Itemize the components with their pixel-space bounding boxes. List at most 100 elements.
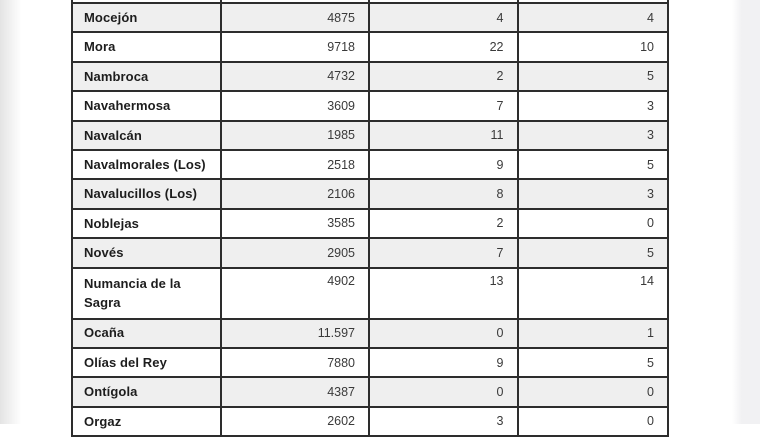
- value2: 0: [496, 384, 504, 399]
- municipality-name: Navalcán: [84, 127, 142, 143]
- municipality-name-cell: Mora: [73, 33, 222, 61]
- value3: 5: [647, 69, 654, 84]
- municipality-name: Ontígola: [84, 384, 138, 400]
- table-row: Mocejón 4875 4 4: [73, 4, 668, 34]
- value2-cell: 13: [370, 268, 519, 318]
- value2-cell: 2: [370, 209, 519, 238]
- table-row: Noblejas 3585 2 0: [73, 209, 667, 240]
- value1: 1985: [327, 128, 355, 143]
- value1-cell: 7880: [222, 348, 370, 377]
- table-row: Mora 9718 22 10: [73, 33, 667, 63]
- value3-cell: 4: [519, 4, 668, 31]
- municipality-name-cell: Noblejas: [73, 209, 222, 238]
- value3-cell: 5: [519, 151, 668, 178]
- value2-cell: 9: [370, 150, 519, 179]
- value3: 0: [647, 216, 654, 231]
- value1: 7880: [327, 355, 355, 370]
- municipality-name: Navalmorales (Los): [84, 156, 206, 172]
- value2: 2: [496, 216, 504, 231]
- municipality-name: Nambroca: [84, 68, 149, 84]
- value3: 4: [647, 10, 654, 25]
- value1-cell: 4875: [222, 4, 370, 32]
- municipality-name-cell: Navalmorales (Los): [73, 150, 222, 179]
- value2-cell: 2: [370, 62, 519, 91]
- value2: 22: [489, 40, 504, 55]
- municipality-name-cell: Mocejón: [73, 4, 222, 32]
- value3-cell: 3: [519, 92, 668, 119]
- municipality-name-cell: Navahermosa: [73, 92, 222, 120]
- value3-cell: 14: [519, 269, 668, 318]
- value1: 2602: [327, 414, 355, 429]
- value2-cell: 0: [370, 319, 519, 347]
- value1: 11.597: [317, 326, 355, 341]
- cut-cell: [222, 0, 370, 2]
- value1-cell: 11.597: [222, 319, 370, 347]
- page-margin-shade-left: [0, 0, 24, 424]
- value2-cell: 4: [370, 4, 519, 32]
- value3: 0: [647, 414, 654, 429]
- page-margin-shade-right: [732, 0, 760, 424]
- table-row: Novés 2905 7 5: [73, 239, 668, 269]
- municipality-name-cell: Ocaña: [73, 319, 222, 347]
- municipality-name-cell: Navalcán: [73, 121, 222, 149]
- value1-cell: 9718: [222, 33, 370, 61]
- municipality-name-cell: Olías del Rey: [73, 348, 222, 377]
- table-row: Ontígola 4387 0 0: [73, 378, 668, 408]
- value1-cell: 1985: [222, 121, 370, 149]
- value3-cell: 0: [519, 378, 668, 405]
- value3: 5: [647, 355, 654, 370]
- value3: 5: [647, 157, 654, 172]
- value3-cell: 1: [519, 320, 668, 347]
- value1: 2905: [327, 245, 355, 260]
- value1: 3585: [327, 216, 355, 231]
- value2: 0: [496, 326, 504, 341]
- value2: 3: [496, 414, 504, 429]
- value3: 3: [647, 187, 654, 202]
- municipality-name: Orgaz: [84, 413, 122, 429]
- table-row: Navahermosa 3609 7 3: [73, 92, 668, 122]
- value3: 5: [647, 245, 654, 260]
- value1: 4902: [327, 273, 355, 288]
- table-row: Navalcán 1985 11 3: [73, 121, 668, 151]
- value2: 7: [496, 245, 504, 260]
- value3-cell: 5: [519, 239, 668, 266]
- municipality-name: Numancia de la Sagra: [84, 275, 181, 311]
- value1: 2518: [327, 157, 355, 172]
- value3-cell: 3: [519, 122, 668, 149]
- value1-cell: 2602: [222, 407, 370, 436]
- value3-cell: 3: [519, 180, 668, 207]
- table-row: Olías del Rey 7880 9 5: [73, 348, 668, 379]
- table-row: Orgaz 2602 3 0: [73, 407, 667, 437]
- value1: 4387: [327, 384, 355, 399]
- value2: 9: [496, 355, 504, 370]
- municipality-name-cell: Orgaz: [73, 407, 222, 436]
- value1-cell: 4387: [222, 378, 370, 406]
- value1-cell: 4732: [222, 62, 370, 91]
- value3: 14: [640, 273, 654, 288]
- municipality-name: Noblejas: [84, 215, 139, 231]
- value1: 4875: [327, 10, 355, 25]
- value1: 9718: [327, 40, 355, 55]
- value1-cell: 2905: [222, 239, 370, 267]
- municipality-name-cell: Numancia de la Sagra: [73, 268, 222, 318]
- value3-cell: 5: [519, 349, 668, 376]
- municipality-name-cell: Nambroca: [73, 62, 222, 91]
- value2-cell: 7: [370, 239, 519, 267]
- value1-cell: 2106: [222, 180, 370, 208]
- value3: 0: [647, 384, 654, 399]
- value1-cell: 2518: [222, 150, 370, 179]
- municipality-name: Novés: [84, 245, 124, 261]
- table-row: Navalmorales (Los) 2518 9 5: [73, 150, 668, 181]
- value2-cell: 22: [370, 33, 519, 61]
- value1: 3609: [327, 98, 355, 113]
- municipality-name-cell: Ontígola: [73, 378, 222, 406]
- value2-cell: 3: [370, 407, 519, 436]
- cut-cell: [519, 0, 668, 2]
- municipality-name: Mocejón: [84, 9, 138, 25]
- value1-cell: 3585: [222, 209, 370, 238]
- value1-cell: 3609: [222, 92, 370, 120]
- value2: 9: [496, 157, 504, 172]
- table-row: Nambroca 4732 2 5: [73, 62, 667, 93]
- cut-cell: [73, 0, 222, 2]
- value3: 10: [640, 40, 654, 55]
